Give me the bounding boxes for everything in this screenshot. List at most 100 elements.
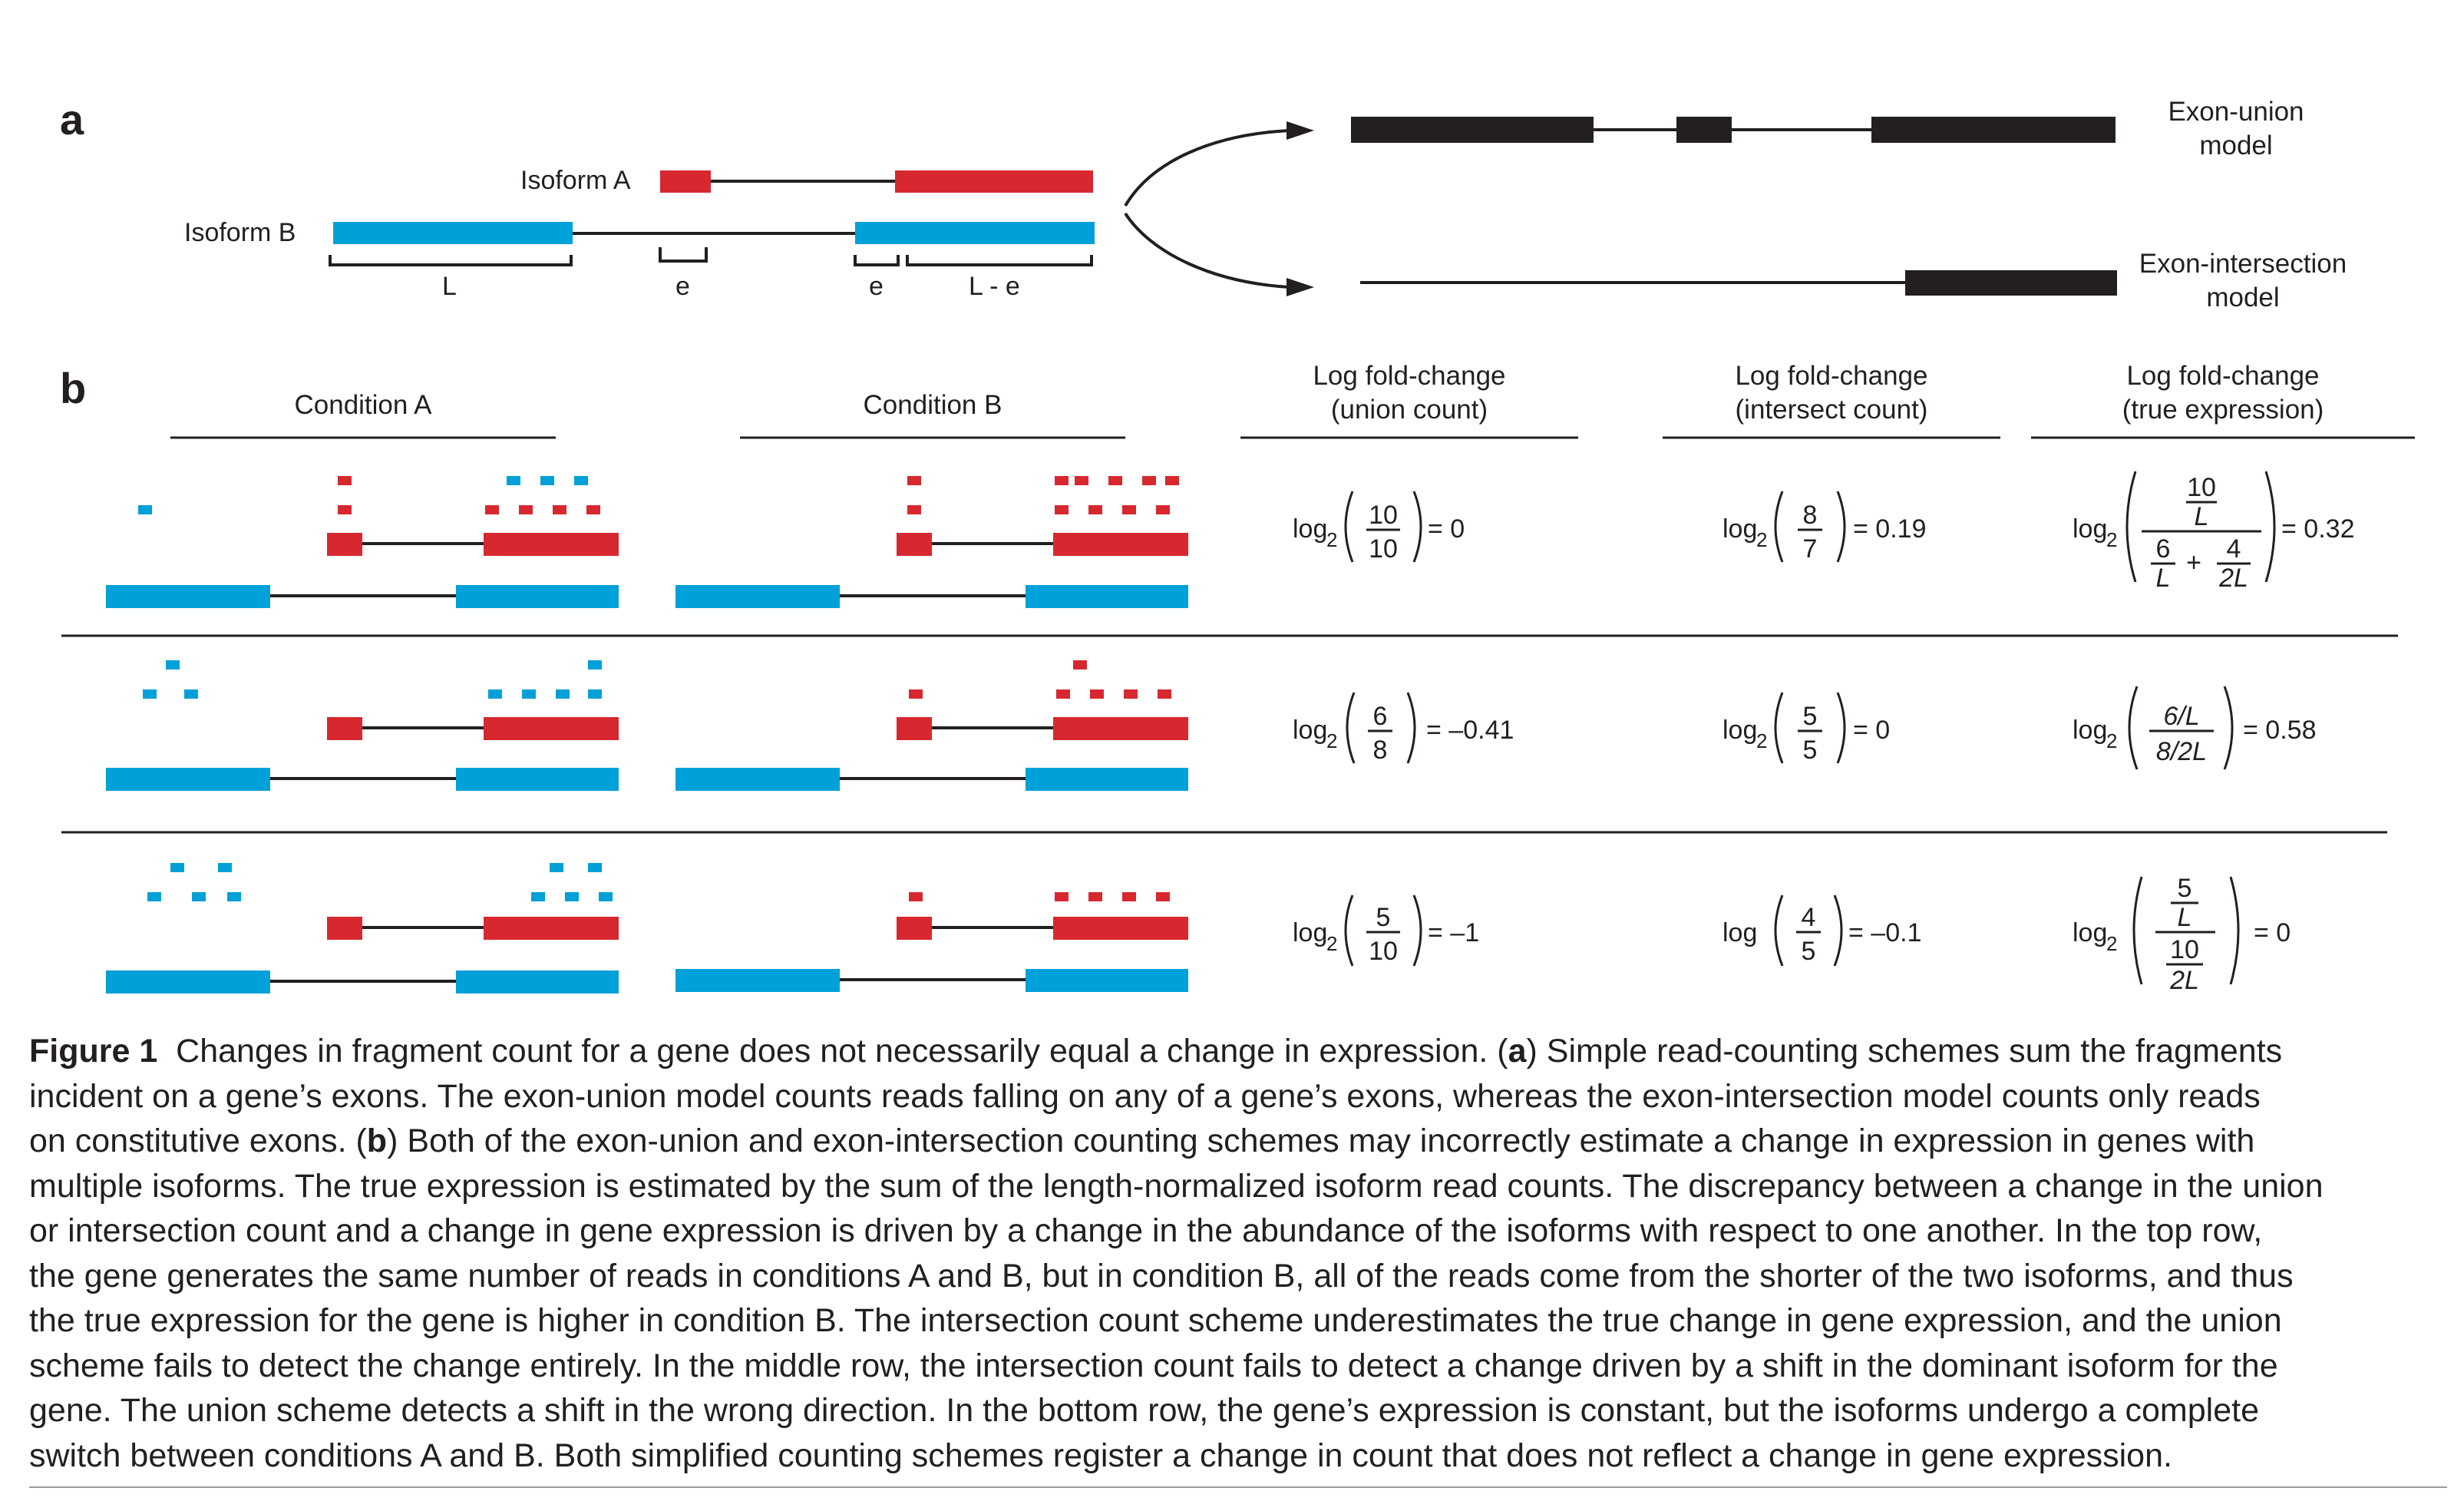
svg-text:7: 7: [1803, 534, 1818, 564]
svg-text:L: L: [2156, 564, 2171, 593]
exon-intersection-model-label: Exon-intersection model: [2139, 249, 2347, 312]
row1-true-formula: log 2 10 L 6 L + 4 2L = 0.32: [2073, 471, 2354, 593]
caption-line-7: the true expression for the gene is high…: [29, 1302, 2282, 1339]
row1-union-formula: log 2 10 10 = 0: [1293, 491, 1465, 564]
svg-text:= –0.41: = –0.41: [1426, 716, 1514, 745]
isoform-a-exon-2: [895, 170, 1093, 193]
svg-text:= 0: = 0: [2254, 918, 2291, 947]
caption-line-1: Figure 1 Changes in fragment count for a…: [29, 1033, 2283, 1070]
row1-condition-b-gene: [675, 476, 1188, 608]
caption-line-10: switch between conditions A and B. Both …: [29, 1437, 2172, 1474]
svg-text:10: 10: [2187, 473, 2216, 502]
segment-label-L: L: [442, 272, 457, 301]
svg-text:2: 2: [1326, 729, 1337, 752]
svg-text:= 0.58: = 0.58: [2243, 716, 2316, 745]
arrowhead-union: [1286, 121, 1314, 140]
condition-a-header: Condition A: [294, 390, 432, 420]
svg-text:= 0.32: = 0.32: [2281, 514, 2354, 544]
svg-text:2: 2: [2106, 528, 2117, 551]
segment-label-e2: e: [869, 272, 884, 301]
condition-b-header: Condition B: [863, 390, 1002, 420]
svg-text:8: 8: [1373, 736, 1388, 765]
row1-intersect-formula: log 2 8 7 = 0.19: [1722, 491, 1926, 564]
svg-text:= 0.19: = 0.19: [1853, 514, 1926, 544]
svg-text:2: 2: [2106, 729, 2117, 752]
svg-text:4: 4: [1802, 903, 1816, 932]
panel-b-label: b: [60, 364, 87, 412]
caption-line-4: multiple isoforms. The true expression i…: [29, 1167, 2324, 1205]
svg-text:10: 10: [2170, 935, 2199, 964]
svg-text:5: 5: [1803, 736, 1818, 765]
svg-text:5: 5: [1803, 702, 1818, 731]
svg-text:log: log: [1293, 716, 1327, 745]
svg-text:10: 10: [1369, 534, 1398, 564]
row3-condition-a-gene: [106, 863, 619, 994]
intersect-count-header: Log fold-change (intersect count): [1735, 361, 1928, 425]
svg-text:8/2L: 8/2L: [2156, 737, 2207, 766]
row3-union-formula: log 2 5 10 = –1: [1293, 894, 1479, 967]
union-count-header: Log fold-change (union count): [1313, 361, 1506, 425]
svg-text:2L: 2L: [2169, 966, 2199, 995]
row2-condition-a-gene: [106, 660, 619, 791]
isoform-b-label: Isoform B: [184, 218, 296, 247]
svg-text:log: log: [1293, 918, 1327, 947]
svg-text:6/L: 6/L: [2163, 702, 2199, 731]
svg-text:2: 2: [1756, 729, 1767, 752]
isoform-a-exon-1: [660, 170, 711, 193]
panel-a-label: a: [60, 95, 84, 144]
exon-union-model-label: Exon-union model: [2168, 97, 2304, 160]
row3-intersect-formula: log 4 5 = –0.1: [1722, 894, 1921, 967]
svg-text:log: log: [1293, 514, 1327, 544]
model-arrows: [1124, 129, 1290, 289]
svg-text:log: log: [2073, 716, 2107, 745]
svg-text:6: 6: [1373, 702, 1388, 731]
svg-text:+: +: [2186, 548, 2201, 577]
segment-label-L-minus-e: L - e: [969, 272, 1020, 301]
caption-bottom-rule: [29, 1486, 2447, 1488]
svg-text:4: 4: [2227, 534, 2241, 564]
isoform-b-track: [333, 222, 1095, 244]
svg-text:log: log: [1722, 918, 1757, 947]
caption-line-5: or intersection count and a change in ge…: [29, 1212, 2263, 1249]
figure-caption: Figure 1 Changes in fragment count for a…: [29, 1029, 2439, 1478]
svg-text:log: log: [2073, 918, 2107, 947]
panel-b-diagram: log 2 10 10 = 0 log 2 8 7 = 0.19: [61, 436, 2415, 995]
caption-line-2: incident on a gene’s exons. The exon-uni…: [29, 1077, 2261, 1115]
svg-text:log: log: [1722, 716, 1757, 745]
caption-line-6: the gene generates the same number of re…: [29, 1257, 2294, 1294]
svg-text:5: 5: [2178, 874, 2192, 903]
svg-text:log: log: [1722, 514, 1757, 544]
row1-condition-a-gene: [106, 476, 619, 608]
svg-text:10: 10: [1369, 937, 1398, 966]
svg-text:= 0: = 0: [1428, 514, 1465, 544]
isoform-a-track: [660, 170, 1093, 193]
caption-line-8: scheme fails to detect the change entire…: [29, 1347, 2278, 1384]
svg-text:2: 2: [1326, 932, 1337, 955]
caption-line-3: on constitutive exons. (b) Both of the e…: [29, 1123, 2255, 1159]
exon-union-model: [1351, 117, 2116, 143]
arrowhead-intersection: [1286, 278, 1314, 296]
panel-a-diagram: [329, 117, 2117, 296]
svg-text:= 0: = 0: [1853, 716, 1890, 745]
isoform-b-exon-2: [855, 222, 1095, 244]
svg-text:= –1: = –1: [1428, 918, 1479, 947]
svg-text:5: 5: [1802, 937, 1816, 966]
svg-text:2: 2: [2106, 932, 2117, 955]
svg-text:2L: 2L: [2218, 564, 2248, 593]
svg-text:5: 5: [1376, 903, 1391, 932]
svg-text:8: 8: [1803, 501, 1818, 530]
svg-text:L: L: [2195, 502, 2209, 531]
length-brackets: [329, 247, 1093, 266]
isoform-b-exon-1: [333, 222, 573, 244]
caption-line-9: gene. The union scheme detects a shift i…: [29, 1392, 2259, 1429]
svg-text:2: 2: [1756, 528, 1767, 551]
row2-condition-b-gene: [675, 660, 1188, 791]
row2-union-formula: log 2 6 8 = –0.41: [1293, 692, 1514, 765]
isoform-a-label: Isoform A: [520, 166, 631, 195]
true-expression-header: Log fold-change (true expression): [2122, 361, 2324, 425]
formulas: log 2 10 10 = 0 log 2 8 7 = 0.19: [1293, 471, 2354, 995]
segment-label-e1: e: [675, 272, 690, 301]
row3-true-formula: log 2 5 L 10 2L = 0: [2073, 874, 2291, 995]
row3-condition-b-gene: [675, 892, 1188, 992]
